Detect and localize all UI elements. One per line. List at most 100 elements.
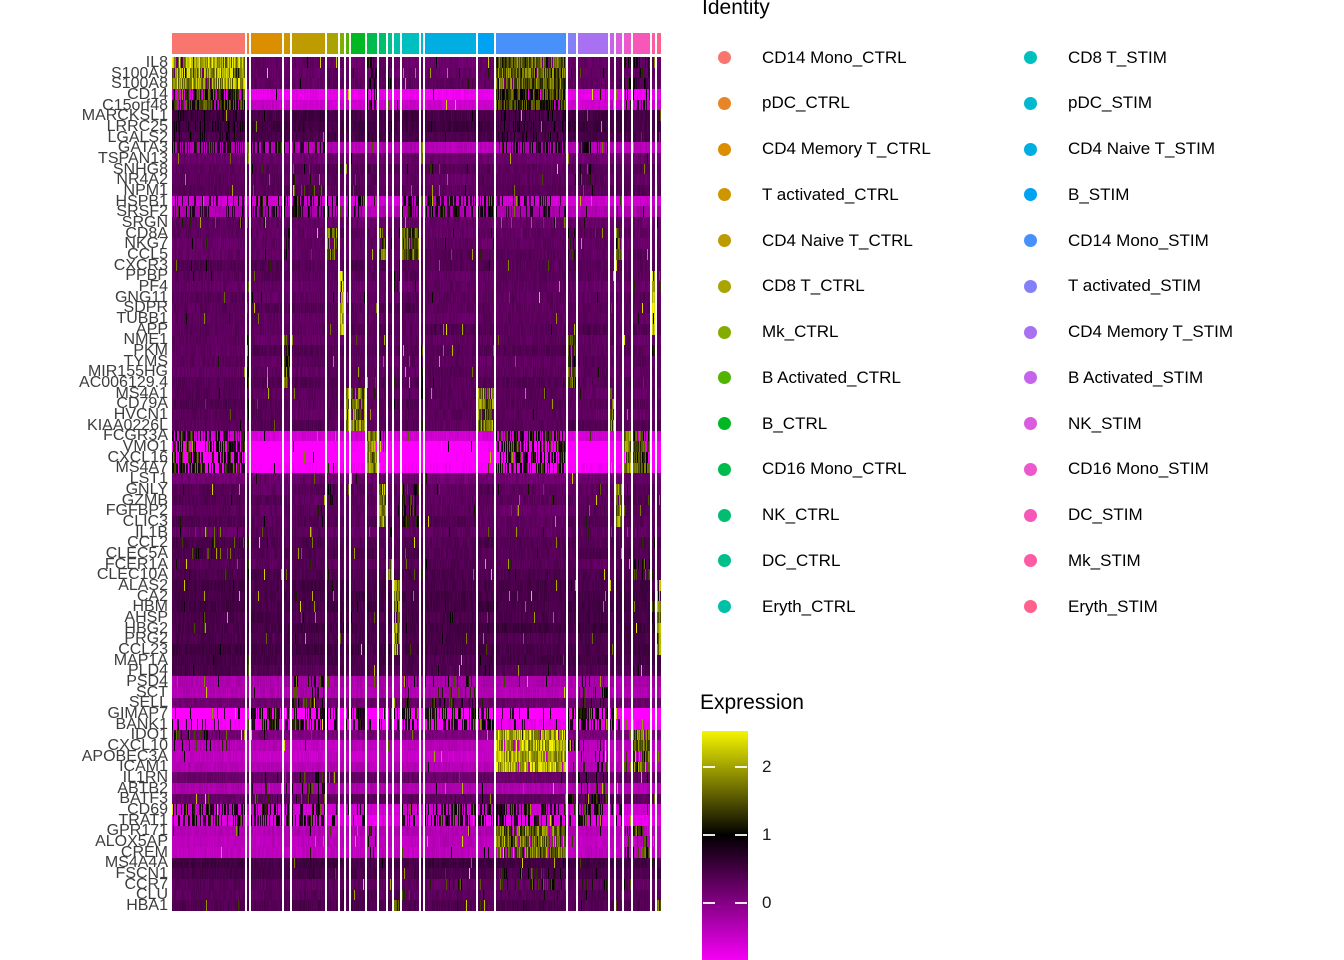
legend-item: Eryth_STIM: [1024, 595, 1158, 619]
colorbar-tick-mark: [703, 834, 715, 837]
gene-label: AC006129.4: [79, 374, 168, 392]
gene-label: ABTB2: [117, 779, 168, 797]
gene-label: CCL23: [118, 640, 168, 658]
legend-label: CD8 T_STIM: [1068, 47, 1167, 67]
gene-label: IL1RN: [122, 769, 168, 787]
gene-label: PLD4: [127, 662, 168, 680]
gene-label: FGFBP2: [105, 502, 168, 520]
legend-label: pDC_STIM: [1068, 93, 1153, 113]
legend-dot-icon: [1024, 142, 1037, 156]
gene-label: AHSP: [124, 608, 168, 626]
gene-label: VMO1: [122, 438, 168, 456]
legend-dot-icon: [1024, 600, 1037, 613]
gene-label: PPBP: [125, 267, 168, 285]
legend-label: B Activated_CTRL: [762, 367, 901, 387]
legend-label: T activated_STIM: [1068, 276, 1201, 296]
gene-label: APP: [135, 320, 168, 338]
gene-label: NKG7: [124, 235, 168, 253]
gene-axis-labels: IL8 S100A9 S100A8 CD14 C15orf48 MARCKSL1 LRRC2…: [0, 0, 170, 960]
legend-label: CD16 Mono_CTRL: [762, 459, 907, 479]
legend-item: CD14 Mono_STIM: [1024, 229, 1209, 253]
legend-dot-icon: [718, 325, 731, 339]
gene-label: HBM: [132, 598, 168, 616]
gene-label: CD14: [127, 85, 168, 103]
gene-label: ALOX5AP: [95, 833, 168, 851]
legend-dot-icon: [718, 371, 731, 385]
legend-label: DC_CTRL: [762, 550, 841, 570]
legend-label: CD16 Mono_STIM: [1068, 459, 1209, 479]
gene-label: SDPR: [123, 299, 168, 317]
legend-dot-icon: [1024, 96, 1037, 110]
legend-item: B Activated_CTRL: [718, 366, 901, 390]
gene-label: NPM1: [123, 181, 168, 199]
legend-label: B_STIM: [1068, 184, 1130, 204]
legend-item: B_STIM: [1024, 183, 1129, 207]
legend-dot-icon: [718, 417, 731, 430]
gene-label: GIMAP7: [107, 705, 168, 722]
gene-label: KIAA0226L: [87, 416, 168, 434]
legend-item: CD14 Mono_CTRL: [718, 46, 907, 70]
legend-label: NK_CTRL: [762, 505, 840, 524]
gene-label: ALAS2: [118, 576, 168, 594]
legend-item: CD4 Naive T_STIM: [1024, 137, 1215, 161]
legend-label: pDC_CTRL: [762, 93, 850, 113]
gene-label: BATF3: [119, 790, 168, 808]
legend-dot-icon: [1024, 325, 1037, 339]
legend-dot-icon: [718, 51, 731, 64]
colorbar-tick-label: 1: [762, 825, 772, 845]
legend-item: B_CTRL: [718, 412, 827, 436]
gene-label: CCL5: [127, 245, 168, 263]
legend-item: CD4 Memory T_STIM: [1024, 320, 1233, 344]
expression-colorbar-gradient: [702, 731, 748, 960]
legend-item: DC_STIM: [1024, 503, 1143, 527]
legend-label: CD8 T_CTRL: [762, 276, 865, 296]
gene-label: CLEC10A: [96, 566, 168, 584]
gene-label: TYMS: [123, 352, 168, 370]
gene-label: MS4A4A: [104, 854, 168, 872]
expression-colorbar: 2 1 0: [702, 731, 822, 960]
legend-item: pDC_CTRL: [718, 91, 850, 115]
legend-item: T activated_STIM: [1024, 274, 1201, 298]
legend-dot-icon: [718, 600, 731, 613]
gene-label: CREM: [120, 843, 168, 861]
legend-item: CD4 Naive T_CTRL: [718, 229, 913, 253]
legend-item: Eryth_CTRL: [718, 595, 856, 619]
colorbar-tick-mark: [735, 834, 747, 837]
legend-label: NK_STIM: [1068, 413, 1142, 433]
legend-item: pDC_STIM: [1024, 91, 1152, 115]
colorbar-tick-label: 2: [762, 757, 772, 777]
legend-label: CD4 Memory T_CTRL: [762, 139, 931, 158]
legend-dot-icon: [1024, 462, 1037, 476]
gene-label: HVCN1: [113, 406, 168, 424]
gene-label: PSD4: [126, 672, 168, 690]
gene-label: HSPB1: [115, 192, 168, 210]
legend-dot-icon: [1024, 417, 1037, 430]
legend-dot-icon: [1024, 234, 1037, 247]
gene-label: GPR171: [106, 822, 168, 840]
gene-label: IL8: [145, 53, 168, 71]
expression-legend-title: Expression: [700, 691, 804, 714]
gene-label: CXCL10: [107, 737, 168, 755]
legend-label: CD4 Naive T_CTRL: [762, 230, 913, 250]
legend-label: CD14 Mono_STIM: [1068, 230, 1209, 250]
gene-label: TUBB1: [116, 310, 168, 328]
gene-label: NME1: [123, 331, 168, 349]
gene-label: C15orf48: [102, 96, 168, 114]
gene-label: APOBEC3A: [81, 747, 168, 765]
legend-item: CD4 Memory T_CTRL: [718, 137, 931, 161]
legend-label: Mk_STIM: [1068, 550, 1141, 570]
heatmap-canvas: [172, 57, 661, 911]
legend-label: Eryth_CTRL: [762, 596, 856, 616]
gene-label: PF4: [138, 278, 168, 295]
gene-label: TSPAN13: [98, 149, 168, 167]
gene-label: TRAT1: [118, 811, 168, 829]
gene-label: MARCKSL1: [81, 107, 168, 125]
legend-label: CD4 Naive T_STIM: [1068, 139, 1216, 158]
gene-label: CD79A: [116, 395, 168, 413]
gene-label: CLEC5A: [105, 544, 168, 562]
gene-label: SELL: [128, 694, 168, 712]
colorbar-tick-mark: [735, 902, 747, 905]
legend-dot-icon: [1024, 554, 1037, 568]
gene-label: S100A8: [111, 75, 168, 93]
